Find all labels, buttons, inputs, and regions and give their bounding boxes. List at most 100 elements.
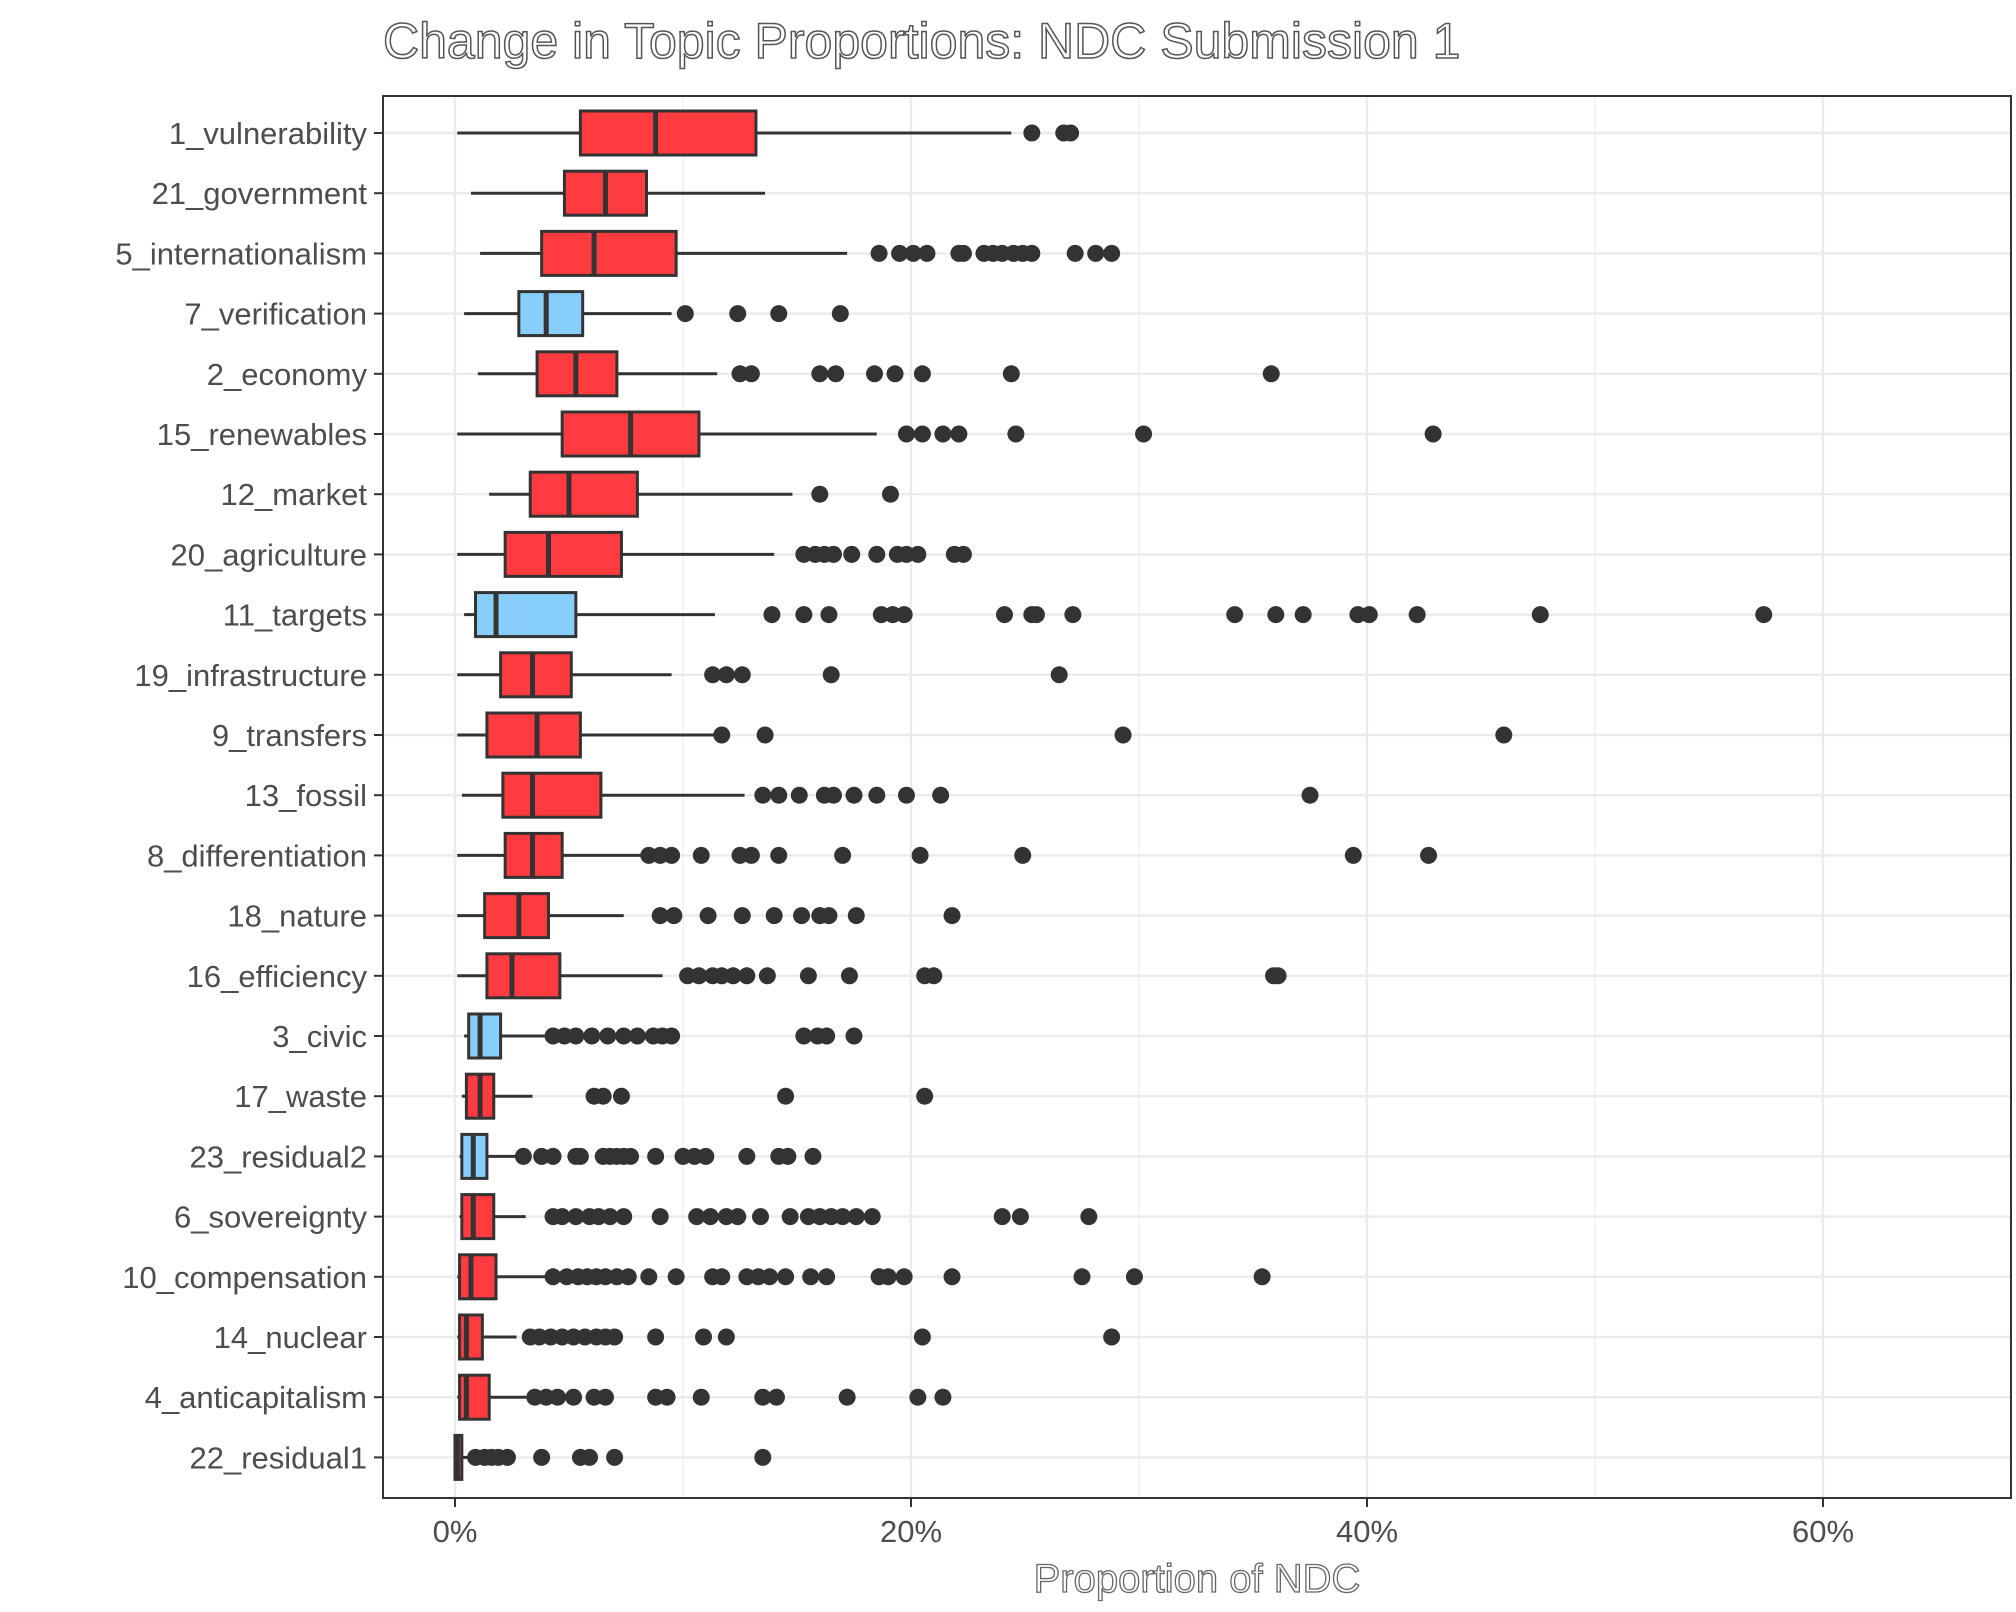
outlier-point <box>820 606 838 624</box>
outlier-point <box>553 1208 571 1226</box>
outlier-point <box>831 305 849 323</box>
outlier-point <box>795 1027 813 1045</box>
outlier-point <box>667 1268 685 1286</box>
outlier-point <box>790 786 808 804</box>
outlier-point <box>770 846 788 864</box>
outlier-point <box>606 1448 624 1466</box>
box-21_government <box>470 169 766 217</box>
y-tick-label: 6_sovereignty <box>174 1200 368 1235</box>
box-19_infrastructure <box>457 651 1068 699</box>
box-iqr <box>501 771 603 819</box>
outlier-point <box>1424 425 1442 443</box>
outlier-point <box>599 1027 617 1045</box>
outlier-point <box>1114 726 1132 744</box>
panel-border <box>382 95 2012 1499</box>
outlier-point <box>995 606 1013 624</box>
outlier-point <box>950 425 968 443</box>
outlier-point <box>651 1208 669 1226</box>
outlier-point <box>742 365 760 383</box>
box-13_fossil <box>461 771 1319 819</box>
box-20_agriculture <box>457 530 972 578</box>
outlier-point <box>498 1448 516 1466</box>
outlier-point <box>932 786 950 804</box>
y-tick-label: 5_internationalism <box>115 236 367 271</box>
box-iqr <box>517 290 585 338</box>
outlier-point <box>891 244 909 262</box>
outlier-point <box>818 1027 836 1045</box>
outlier-point <box>756 726 774 744</box>
outlier-point <box>913 425 931 443</box>
outlier-point <box>1103 244 1121 262</box>
outlier-point <box>895 606 913 624</box>
outlier-point <box>1495 726 1513 744</box>
outlier-point <box>1087 244 1105 262</box>
outlier-point <box>676 305 694 323</box>
outlier-point <box>804 1147 822 1165</box>
box-iqr <box>474 591 578 639</box>
outlier-point <box>1002 365 1020 383</box>
outlier-point <box>820 907 838 925</box>
y-tick-label: 16_efficiency <box>187 959 368 994</box>
outlier-point <box>847 907 865 925</box>
outlier-point <box>1226 606 1244 624</box>
outlier-point <box>943 1268 961 1286</box>
outlier-point <box>567 1208 585 1226</box>
outlier-point <box>1073 1268 1091 1286</box>
y-tick-label: 15_renewables <box>157 417 367 452</box>
outlier-point <box>581 1448 599 1466</box>
y-tick-label: 9_transfers <box>212 718 367 753</box>
outlier-point <box>843 545 861 563</box>
box-iqr <box>458 1253 498 1301</box>
outlier-point <box>993 1208 1011 1226</box>
outlier-point <box>822 666 840 684</box>
outlier-point <box>583 1027 601 1045</box>
outlier-point <box>663 1027 681 1045</box>
outlier-point <box>761 1268 779 1286</box>
outlier-point <box>1531 606 1549 624</box>
chart-title: Change in Topic Proportions: NDC Submiss… <box>383 13 1460 69</box>
outlier-point <box>738 967 756 985</box>
box-15_renewables <box>457 410 1442 458</box>
x-axis-label: Proportion of NDC <box>1034 1557 1361 1601</box>
outlier-point <box>895 1268 913 1286</box>
outlier-point <box>886 365 904 383</box>
box-5_internationalism <box>480 229 1121 277</box>
outlier-point <box>834 1208 852 1226</box>
y-tick-label: 2_economy <box>207 357 368 392</box>
outlier-point <box>1007 425 1025 443</box>
box-17_waste <box>461 1072 934 1120</box>
outlier-point <box>847 1208 865 1226</box>
outlier-point <box>640 1268 658 1286</box>
outlier-point <box>1301 786 1319 804</box>
box-iqr <box>467 1012 503 1060</box>
outlier-point <box>738 1147 756 1165</box>
box-12_market <box>489 470 899 518</box>
outlier-point <box>628 1027 646 1045</box>
outlier-point <box>549 1388 567 1406</box>
outlier-point <box>838 1388 856 1406</box>
y-tick-label: 14_nuclear <box>214 1320 367 1355</box>
box-23_residual2 <box>459 1132 822 1180</box>
outlier-point <box>918 244 936 262</box>
outlier-point <box>1253 1268 1271 1286</box>
outlier-point <box>840 967 858 985</box>
outlier-point <box>606 1328 624 1346</box>
outlier-point <box>827 365 845 383</box>
outlier-point <box>818 1268 836 1286</box>
outlier-point <box>881 485 899 503</box>
outlier-point <box>754 1448 772 1466</box>
axis-layer: 1_vulnerability 21_government 5_internatio… <box>115 116 1854 1549</box>
outlier-point <box>688 1208 706 1226</box>
outlier-point <box>1023 244 1041 262</box>
y-tick-label: 22_residual1 <box>189 1440 367 1475</box>
outlier-point <box>733 666 751 684</box>
outlier-point <box>1262 365 1280 383</box>
box-iqr <box>578 109 758 157</box>
outlier-point <box>647 1328 665 1346</box>
outlier-point <box>1135 425 1153 443</box>
y-tick-label: 20_agriculture <box>171 537 367 572</box>
outlier-point <box>1408 606 1426 624</box>
box-10_compensation <box>457 1253 1271 1301</box>
outlier-point <box>802 1268 820 1286</box>
y-tick-label: 3_civic <box>272 1019 367 1054</box>
